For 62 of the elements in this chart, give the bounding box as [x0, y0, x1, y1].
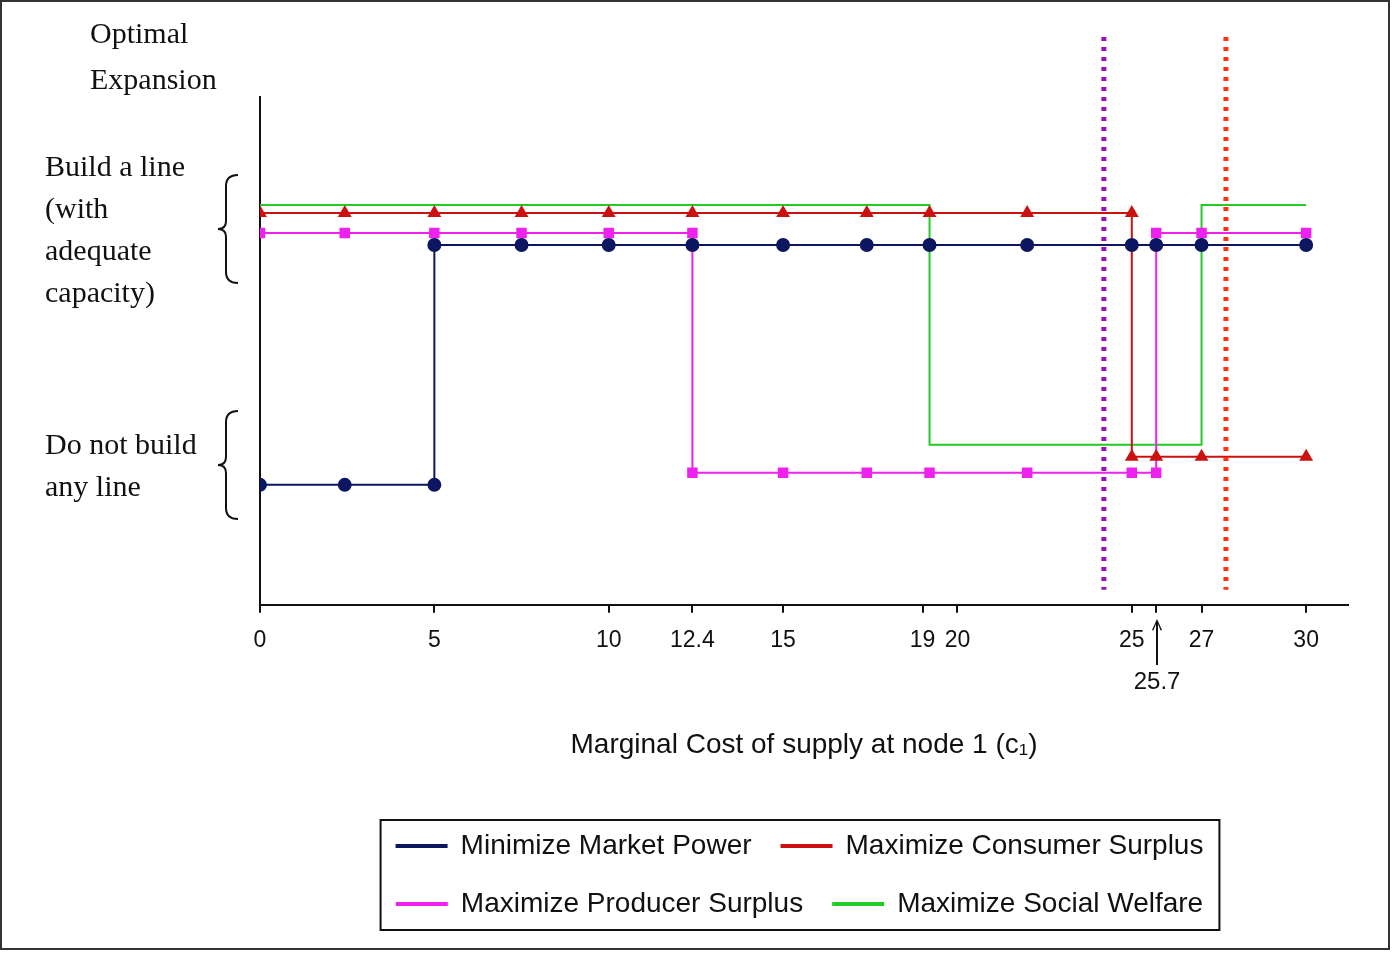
point: [776, 205, 790, 217]
point: [1149, 237, 1164, 252]
point: [924, 467, 935, 479]
point: [861, 467, 873, 479]
point: [514, 237, 529, 252]
x-tick-label: 30: [1293, 625, 1319, 652]
point: [687, 467, 698, 479]
x-tick-label: 10: [595, 625, 622, 652]
text: Build a line (with adequate capacity): [45, 147, 186, 310]
point: [515, 205, 528, 217]
legend-label: Maximize Producer Surplus: [460, 886, 804, 918]
point: [516, 227, 527, 239]
point: [922, 237, 937, 252]
point: [338, 205, 351, 217]
point: [1020, 237, 1035, 252]
legend-label: Maximize Consumer Surplus: [845, 828, 1204, 860]
point: [601, 237, 616, 252]
point: [1300, 227, 1312, 239]
x-tick-label: 27: [1188, 625, 1215, 652]
point: [860, 205, 873, 217]
point: [337, 477, 352, 492]
point: [687, 227, 698, 239]
point: [339, 227, 350, 239]
x-tick-label: 19: [909, 625, 936, 652]
point: [1125, 449, 1138, 461]
legend-label: Minimize Market Power: [460, 828, 752, 860]
x-tick-label: 25: [1119, 625, 1145, 652]
point: [1150, 227, 1162, 239]
text: 25.7: [1133, 666, 1181, 695]
point: [1196, 227, 1207, 239]
point: [428, 205, 441, 217]
point: [427, 237, 442, 252]
point: [923, 205, 936, 217]
x-tick-label: 20: [944, 625, 971, 652]
x-tick-label: 5: [427, 625, 441, 652]
y-axis-title: Optimal Expansion: [90, 15, 217, 95]
point: [427, 477, 442, 492]
legend-label: Maximize Social Welfare: [897, 886, 1204, 918]
text: Do not build any line: [45, 425, 198, 504]
point: [686, 205, 699, 217]
x-tick-label: 15: [770, 625, 796, 652]
point: [1299, 449, 1313, 461]
point: [1125, 205, 1138, 217]
point: [859, 237, 874, 252]
point: [1150, 467, 1162, 479]
x-axis-title: Marginal Cost of supply at node 1 (c₁): [570, 727, 1038, 759]
x-tick-label: 12.4: [670, 625, 715, 652]
point: [1021, 467, 1033, 479]
point: [1299, 237, 1314, 252]
point: [429, 227, 440, 239]
x-tick-label: 0: [253, 625, 267, 652]
point: [1150, 449, 1163, 461]
point: [603, 227, 614, 239]
point: [1126, 467, 1138, 479]
point: [685, 237, 700, 252]
point: [1020, 205, 1034, 217]
point: [1124, 237, 1139, 252]
point: [776, 237, 791, 252]
point: [777, 467, 789, 479]
point: [1194, 237, 1209, 252]
point: [602, 205, 615, 217]
point: [1195, 449, 1208, 461]
